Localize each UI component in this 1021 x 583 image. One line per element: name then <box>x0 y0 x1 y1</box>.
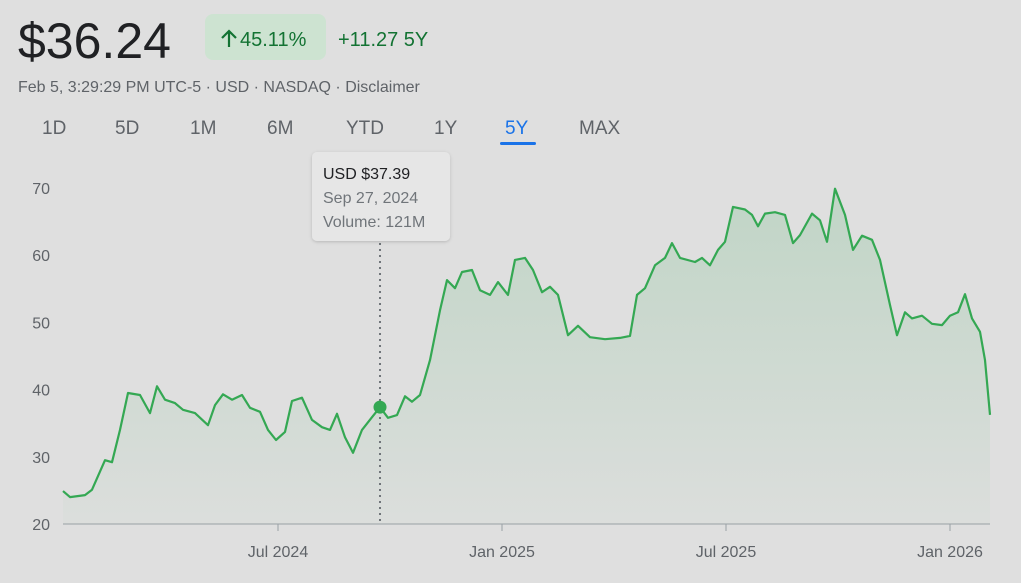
subtitle: Feb 5, 3:29:29 PM UTC-5 · USD · NASDAQ ·… <box>18 79 421 96</box>
tab[interactable]: YTD <box>346 118 384 139</box>
y-tick-label: 40 <box>32 383 50 400</box>
tooltip-volume: Volume: 121M <box>323 214 425 231</box>
tooltip-date: Sep 27, 2024 <box>323 190 418 207</box>
active-tab-underline <box>500 142 536 145</box>
price: $36.24 <box>18 13 171 69</box>
tooltip: USD $37.39 Sep 27, 2024 Volume: 121M <box>312 152 451 241</box>
hover-point <box>373 400 387 414</box>
y-tick-label: 50 <box>32 315 50 332</box>
y-tick-label: 30 <box>32 450 50 467</box>
y-tick-label: 60 <box>32 248 50 265</box>
x-tick-label: Jul 2025 <box>696 544 757 561</box>
x-tick-label: Jul 2024 <box>248 544 309 561</box>
tab[interactable]: 1M <box>190 118 216 139</box>
range-tabs: 1D 5D 1M 6M YTD 1Y 5Y MAX <box>42 118 621 145</box>
price-line <box>62 187 992 499</box>
change-amount: +11.27 5Y <box>338 29 428 51</box>
tab[interactable]: 5Y <box>505 118 529 139</box>
area <box>63 188 990 524</box>
x-tick-label: Jan 2026 <box>917 544 983 561</box>
tooltip-box <box>312 152 451 241</box>
x-tick-label: Jan 2025 <box>469 544 535 561</box>
change-badge <box>205 14 326 60</box>
plot: 20 30 40 50 60 70 Jul 2024 Jan 2025 Jul 2025 Jan … <box>32 152 992 561</box>
tab[interactable]: 6M <box>267 118 293 139</box>
y-tick-label: 70 <box>32 181 50 198</box>
tab[interactable]: MAX <box>579 118 621 139</box>
change-percent: 45.11% <box>240 29 307 51</box>
tab[interactable]: 1Y <box>434 118 458 139</box>
tooltip-price: USD $37.39 <box>323 166 410 183</box>
tab[interactable]: 5D <box>115 118 139 139</box>
up-arrow <box>221 29 237 47</box>
tab[interactable]: 1D <box>42 118 66 139</box>
y-tick-label: 20 <box>32 517 50 534</box>
